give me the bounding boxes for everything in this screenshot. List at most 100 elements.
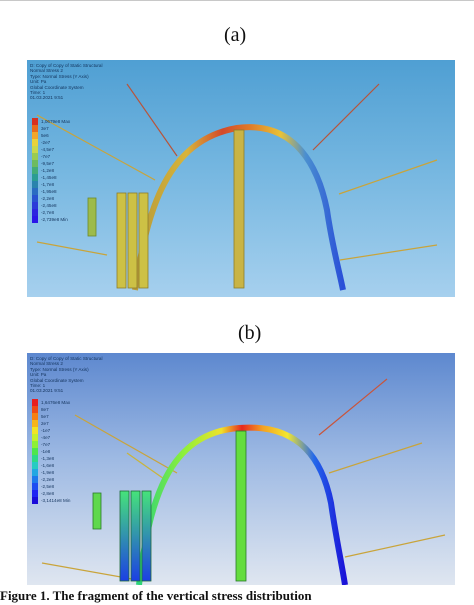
tunnel-lining-b [136,424,348,585]
legend-swatch [32,146,38,153]
legend-label: -2,45e8 [41,203,57,208]
column-a-3 [138,192,149,289]
legend-swatch [32,216,38,223]
legend-swatch [32,174,38,181]
legend-swatch [32,490,38,497]
info-line: Unit: Pa [30,372,47,378]
legend-label: -4e7 [41,435,51,440]
legend-swatch [32,406,38,413]
legend-label: -1,9e8 [41,470,55,475]
legend-label: -2,7e8 [41,210,55,215]
legend-label: -2,8e8 [41,491,55,496]
anchor-left-low [36,241,108,256]
legend-swatch [32,125,38,132]
anchor-right-upper [312,83,380,151]
legend-swatch [32,118,38,125]
anchor-left-upper [126,83,178,157]
figure-caption: Figure 1. The fragment of the vertical s… [0,588,312,603]
legend-swatch [32,462,38,469]
tunnel-lining-a [132,124,346,291]
legend-swatch [32,202,38,209]
central-column-a [233,129,245,289]
info-line: Normal Stress 2 [30,361,63,367]
legend-swatch [32,209,38,216]
info-line: Type: Normal Stress (Y Axis) [30,73,89,79]
legend-swatch [32,167,38,174]
small-column-a [87,197,97,237]
info-line: Time: 1 [30,90,46,96]
legend-label: -4,5e7 [41,147,55,152]
legend-label: -1,95e8 [41,189,57,194]
anchor-left-upper [74,414,178,474]
legend-label: -9,5e7 [41,161,55,166]
legend-label: 8e7 [41,407,49,412]
legend-label: -1,6e8 [41,463,55,468]
legend-swatch [32,469,38,476]
legend-swatch [32,195,38,202]
legend-label: -1,45e8 [41,175,57,180]
legend-swatch [32,132,38,139]
legend-label: -3,1414e8 Min [41,498,71,503]
info-block-a: D: Copy of Copy of Static Structural Nor… [30,63,103,101]
anchor-right-low [344,534,446,558]
legend-swatch [32,434,38,441]
model-render-b [41,378,446,585]
info-line: D: Copy of Copy of Static Structural [30,63,103,68]
anchor-left-mid [126,452,168,482]
legend-swatch [32,476,38,483]
legend-swatch [32,413,38,420]
legend-swatch [32,441,38,448]
legend-swatch [32,420,38,427]
info-line: Type: Normal Stress (Y Axis) [30,366,89,372]
stress-figure-a: D: Copy of Copy of Static Structural Nor… [27,60,455,297]
info-line: D: Copy of Copy of Static Structural [30,356,103,361]
central-column-b [235,430,247,582]
legend-label: -1e7 [41,428,51,433]
column-b-2 [130,490,141,582]
legend-swatch [32,181,38,188]
column-a-1 [116,192,127,289]
legend-label: -2,739e8 Min [41,217,68,222]
info-line: Global Coordinate System [30,377,84,383]
legend-label: 1,6476e8 Max [41,400,71,405]
legend-label: 2e7 [41,421,49,426]
panel-label-a: (a) [224,24,247,46]
legend-label: 3e7 [41,126,49,131]
anchor-right-mid [338,159,438,195]
legend-label: 1,0679e8 Max [41,119,71,124]
legend-label: -1e8 [41,449,51,454]
legend-swatch [32,399,38,406]
legend-swatch [32,455,38,462]
legend-swatch [32,483,38,490]
legend-label: -2e7 [41,140,51,145]
info-line: 01.03.2021 9:51 [30,388,64,394]
model-render-a [36,83,438,291]
legend-label: -2,2e8 [41,477,55,482]
legend-swatch [32,448,38,455]
column-b-3 [141,490,152,582]
stress-figure-b: D: Copy of Copy of Static Structural Nor… [27,353,455,585]
anchor-right-upper [318,378,388,436]
legend-swatch [32,153,38,160]
legend-label: -2,5e8 [41,484,55,489]
legend-label: -1,7e8 [41,182,55,187]
info-line: 01.03.2021 9:51 [30,95,64,101]
legend-swatch [32,188,38,195]
info-line: Time: 1 [30,383,46,389]
legend-label: -1,3e8 [41,456,55,461]
info-line: Global Coordinate System [30,84,84,90]
panel-label-b: (b) [238,322,262,344]
legend-label: 5e6 [41,133,49,138]
legend-swatch [32,427,38,434]
legend-label: 5e7 [41,414,49,419]
legend-label: -2,2e8 [41,196,55,201]
legend-swatch [32,160,38,167]
small-column-b [92,492,102,530]
legend-label: -1,2e8 [41,168,55,173]
legend-label: -7e7 [41,154,51,159]
anchor-left-mid [36,114,156,181]
info-line: Unit: Pa [30,79,47,85]
anchor-left-low [41,562,133,580]
top-rule [0,0,474,1]
column-b-1 [119,490,130,582]
